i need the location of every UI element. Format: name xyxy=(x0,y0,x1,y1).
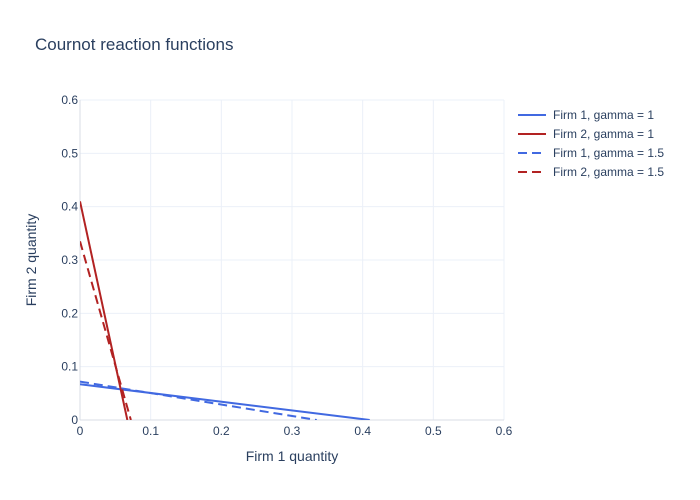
x-axis-title: Firm 1 quantity xyxy=(246,448,339,464)
x-tick-label: 0.3 xyxy=(284,424,301,438)
grid-lines xyxy=(79,99,505,421)
series-line-4 xyxy=(80,241,132,420)
x-tick-label: 0.2 xyxy=(213,424,230,438)
chart-title: Cournot reaction functions xyxy=(35,35,233,54)
x-tick-label: 0.1 xyxy=(142,424,159,438)
series-layer xyxy=(80,201,370,420)
series-line-2 xyxy=(80,201,129,420)
series-line-3 xyxy=(80,380,317,420)
y-tick-label: 0.5 xyxy=(61,146,78,160)
legend-item[interactable]: Firm 1, gamma = 1 xyxy=(518,108,654,122)
y-tick-label: 0.3 xyxy=(61,253,78,267)
y-axis-title: Firm 2 quantity xyxy=(23,214,39,307)
x-tick-label: 0.5 xyxy=(425,424,442,438)
y-tick-label: 0.6 xyxy=(61,93,78,107)
x-tick-label: 0.6 xyxy=(496,424,513,438)
legend-label: Firm 2, gamma = 1.5 xyxy=(553,165,664,179)
x-tick-label: 0.4 xyxy=(354,424,371,438)
legend-label: Firm 2, gamma = 1 xyxy=(553,127,654,141)
legend-item[interactable]: Firm 2, gamma = 1 xyxy=(518,127,654,141)
legend-label: Firm 1, gamma = 1 xyxy=(553,108,654,122)
y-tick-label: 0 xyxy=(71,413,78,427)
x-tick-label: 0 xyxy=(77,424,84,438)
legend-item[interactable]: Firm 2, gamma = 1.5 xyxy=(518,165,664,179)
legend-label: Firm 1, gamma = 1.5 xyxy=(553,146,664,160)
legend[interactable]: Firm 1, gamma = 1 Firm 2, gamma = 1 Firm 1… xyxy=(518,108,664,179)
y-tick-label: 0.1 xyxy=(61,360,78,374)
plot-area xyxy=(80,201,370,420)
tick-labels: 0 0.1 0.2 0.3 0.4 0.5 0.6 0 0.1 0.2 0.3 0.4 0.5 0.6 xyxy=(61,93,512,438)
y-tick-label: 0.4 xyxy=(61,200,78,214)
y-tick-label: 0.2 xyxy=(61,306,78,320)
legend-item[interactable]: Firm 1, gamma = 1.5 xyxy=(518,146,664,160)
